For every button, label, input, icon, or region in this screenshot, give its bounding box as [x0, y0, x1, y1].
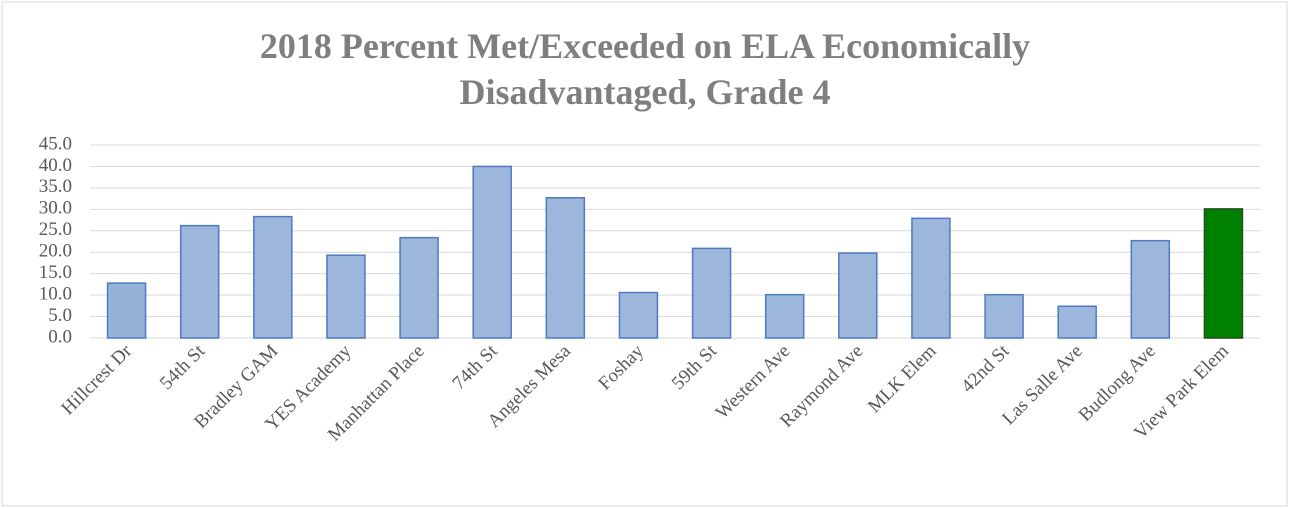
bar	[1057, 305, 1097, 339]
chart-title: 2018 Percent Met/Exceeded on ELA Economi…	[260, 26, 1030, 66]
chart-title: Disadvantaged, Grade 4	[459, 72, 830, 112]
y-tick-label: 10.0	[39, 283, 72, 304]
y-tick-label: 40.0	[39, 155, 72, 176]
bar	[326, 254, 366, 339]
bar	[253, 215, 293, 339]
bar	[691, 247, 732, 339]
bar	[618, 291, 659, 339]
bar	[106, 282, 147, 339]
bar	[472, 165, 512, 339]
y-tick-label: 35.0	[39, 176, 72, 197]
bar	[911, 217, 951, 339]
y-tick-label: 5.0	[48, 305, 72, 326]
y-tick-label: 15.0	[39, 262, 72, 283]
bar	[179, 224, 220, 339]
y-tick-label: 0.0	[48, 326, 72, 347]
bar	[545, 197, 586, 339]
bar	[399, 236, 439, 339]
bar	[838, 252, 878, 339]
bar	[1203, 208, 1244, 339]
bar	[1130, 239, 1171, 339]
y-tick-label: 45.0	[39, 133, 72, 154]
bar	[984, 293, 1024, 339]
y-tick-label: 20.0	[39, 241, 72, 262]
y-tick-label: 25.0	[39, 219, 72, 240]
bar	[764, 293, 805, 339]
y-tick-label: 30.0	[39, 198, 72, 219]
